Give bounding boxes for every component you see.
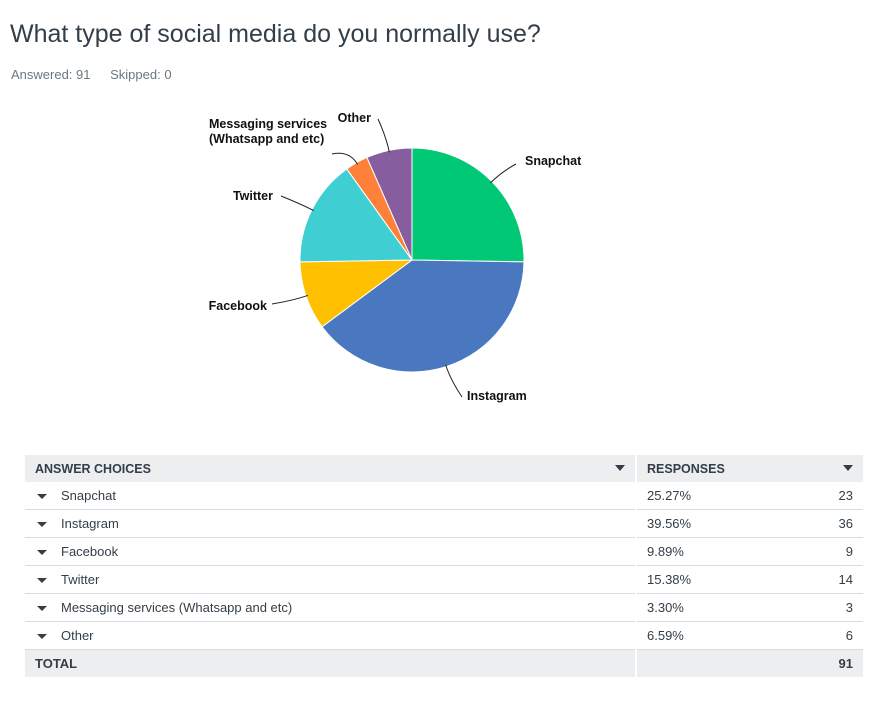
leader-line-other — [377, 118, 390, 153]
responses-header-label: RESPONSES — [647, 461, 725, 476]
response-count: 14 — [784, 565, 863, 594]
response-count: 9 — [784, 537, 863, 566]
skipped-count: Skipped: 0 — [110, 67, 172, 82]
total-label: TOTAL — [25, 649, 636, 677]
pie-chart: Snapchat Instagram Facebook Twitter Messagin… — [209, 111, 582, 403]
answer-choice-label: Messaging services (Whatsapp and etc) — [61, 600, 293, 615]
leader-line-instagram — [445, 364, 463, 398]
leader-line-messaging-services — [331, 152, 358, 165]
total-count: 91 — [784, 649, 863, 677]
caret-down-icon[interactable] — [37, 521, 47, 527]
answer-choice-cell: Twitter — [25, 565, 636, 594]
caret-down-icon[interactable] — [37, 577, 47, 583]
caret-down-icon[interactable] — [37, 549, 47, 555]
table-row: Messaging services (Whatsapp and etc) 3.… — [25, 593, 863, 622]
sort-arrow-icon[interactable] — [615, 465, 625, 471]
slice-label-facebook: Facebook — [209, 299, 267, 313]
table-row: Twitter 15.38% 14 — [25, 565, 863, 594]
total-percent-cell — [634, 649, 785, 677]
response-percent: 15.38% — [634, 565, 785, 594]
response-stats: Answered: 91 Skipped: 0 — [11, 67, 172, 82]
leader-line-snapchat — [490, 163, 517, 184]
slice-label-snapchat: Snapchat — [525, 154, 582, 168]
response-percent: 39.56% — [634, 509, 785, 538]
sort-arrow-icon[interactable] — [843, 465, 853, 471]
slice-label-other: Other — [338, 111, 371, 125]
answer-choices-header-label: ANSWER CHOICES — [35, 461, 151, 476]
answer-choice-cell: Facebook — [25, 537, 636, 566]
caret-down-icon[interactable] — [37, 605, 47, 611]
answer-choice-cell: Other — [25, 621, 636, 650]
table-row: Facebook 9.89% 9 — [25, 537, 863, 566]
total-row: TOTAL 91 — [25, 649, 863, 677]
responses-header[interactable]: RESPONSES — [635, 455, 863, 482]
caret-down-icon[interactable] — [37, 633, 47, 639]
slice-label-twitter: Twitter — [233, 189, 273, 203]
answer-choice-label: Instagram — [61, 516, 119, 531]
slice-label-messaging-services: Messaging services (Whatsapp and etc) — [209, 117, 327, 146]
leader-line-facebook — [271, 294, 309, 305]
answer-choice-label: Other — [61, 628, 94, 643]
response-count: 3 — [784, 593, 863, 622]
response-count: 6 — [784, 621, 863, 650]
slice-label-instagram: Instagram — [467, 389, 527, 403]
table-row: Instagram 39.56% 36 — [25, 509, 863, 538]
answered-count: Answered: 91 — [11, 67, 91, 82]
response-percent: 25.27% — [634, 482, 785, 510]
leader-line-twitter — [280, 195, 314, 212]
table-row: Other 6.59% 6 — [25, 621, 863, 650]
answer-choices-header[interactable]: ANSWER CHOICES — [25, 455, 636, 482]
response-percent: 9.89% — [634, 537, 785, 566]
answer-choice-label: Twitter — [61, 572, 100, 587]
answer-choice-cell: Instagram — [25, 509, 636, 538]
response-count: 36 — [784, 509, 863, 538]
answer-choice-cell: Snapchat — [25, 482, 636, 510]
table-header-row: ANSWER CHOICES RESPONSES — [25, 455, 863, 482]
table-row: Snapchat 25.27% 23 — [25, 482, 863, 510]
responses-table: ANSWER CHOICES RESPONSES Snapchat 25.27%… — [25, 455, 863, 677]
pie-slice-snapchat[interactable] — [411, 147, 525, 263]
answer-choice-label: Snapchat — [61, 488, 116, 503]
response-percent: 6.59% — [634, 621, 785, 650]
answer-choice-label: Facebook — [61, 544, 119, 559]
response-percent: 3.30% — [634, 593, 785, 622]
question-title: What type of social media do you normall… — [10, 20, 541, 48]
response-count: 23 — [784, 482, 863, 510]
caret-down-icon[interactable] — [37, 493, 47, 499]
answer-choice-cell: Messaging services (Whatsapp and etc) — [25, 593, 636, 622]
